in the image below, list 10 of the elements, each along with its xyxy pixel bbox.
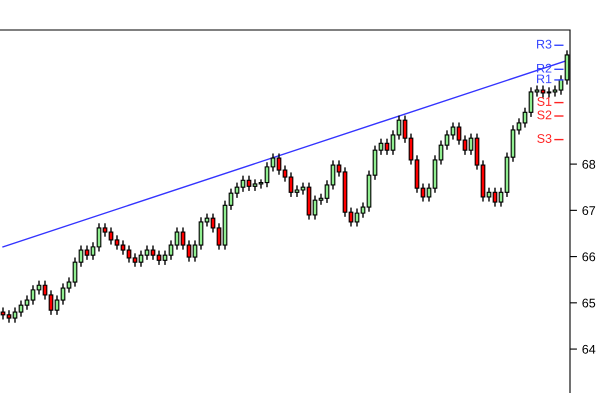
y-tick-label: 68: [582, 160, 596, 169]
ref-line-label: S1: [537, 97, 552, 106]
ref-line-label: R1: [537, 74, 552, 84]
y-tick-label: 65: [582, 298, 596, 308]
y-tick-label: 64: [582, 344, 596, 354]
ref-line-label: S3: [537, 134, 552, 143]
ref-line-label: R3: [537, 40, 552, 49]
ref-line-label: S2: [537, 110, 552, 120]
y-tick-label: 67: [582, 206, 596, 215]
y-tick-label: 66: [582, 252, 596, 262]
